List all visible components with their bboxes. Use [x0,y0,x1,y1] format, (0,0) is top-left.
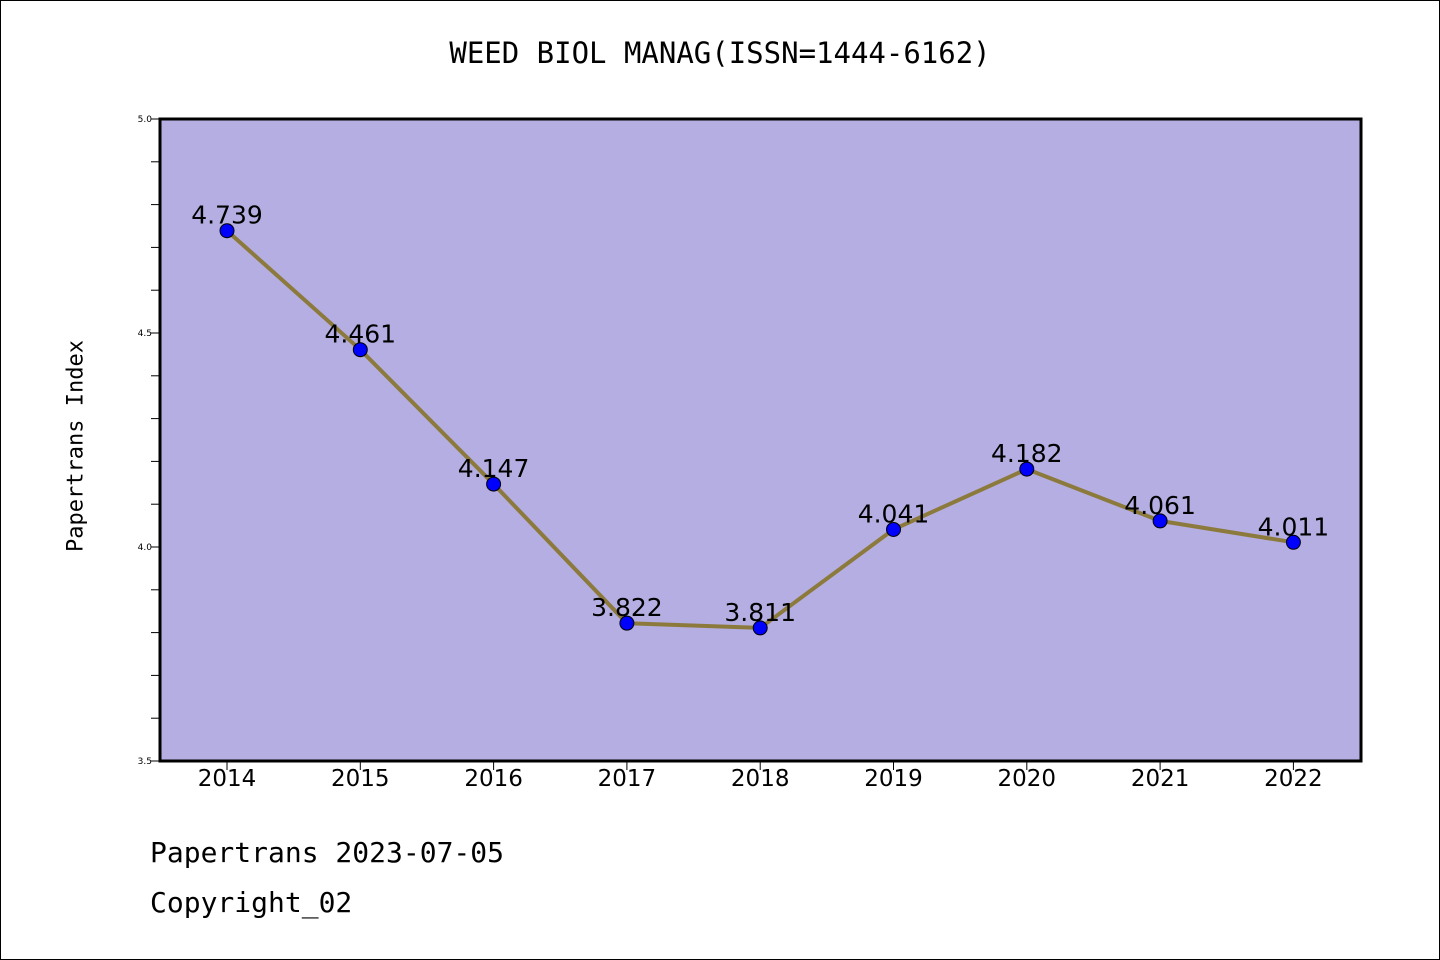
data-point [752,620,768,636]
data-label: 4.061 [1124,491,1196,520]
x-tick-label: 2016 [464,766,523,792]
x-tick-label: 2018 [731,766,790,792]
data-label: 4.739 [191,201,263,230]
data-point [1152,513,1168,529]
x-tick-label: 2022 [1264,766,1323,792]
chart-title: WEED BIOL MANAG(ISSN=1444-6162) [449,36,991,70]
footer-date: Papertrans 2023-07-05 [150,836,505,869]
data-label: 4.011 [1258,512,1330,541]
data-point [619,615,635,631]
data-point [886,521,901,537]
data-label: 4.147 [458,454,530,483]
x-tick-label: 2017 [598,766,657,792]
y-tick-label: 4.0 [138,543,153,553]
data-point [352,342,368,358]
footer-copyright: Copyright_02 [150,886,353,919]
data-point [1019,461,1035,477]
y-tick-label: 3.5 [138,757,152,767]
data-point [219,223,235,239]
data-label: 3.822 [591,593,663,622]
data-point [486,476,502,492]
data-point [1285,534,1301,550]
y-tick-label: 4.5 [138,329,152,339]
plot-area [158,117,1363,763]
data-label: 4.182 [991,439,1063,468]
y-tick-label: 5.0 [138,115,153,125]
x-tick-label: 2020 [998,766,1057,792]
x-tick-label: 2014 [198,766,257,792]
x-tick-label: 2021 [1131,766,1190,792]
data-label: 4.041 [858,499,930,528]
data-label: 4.461 [325,320,397,349]
data-label: 3.811 [724,598,796,627]
x-tick-label: 2015 [331,766,390,792]
x-tick-label: 2019 [864,766,923,792]
